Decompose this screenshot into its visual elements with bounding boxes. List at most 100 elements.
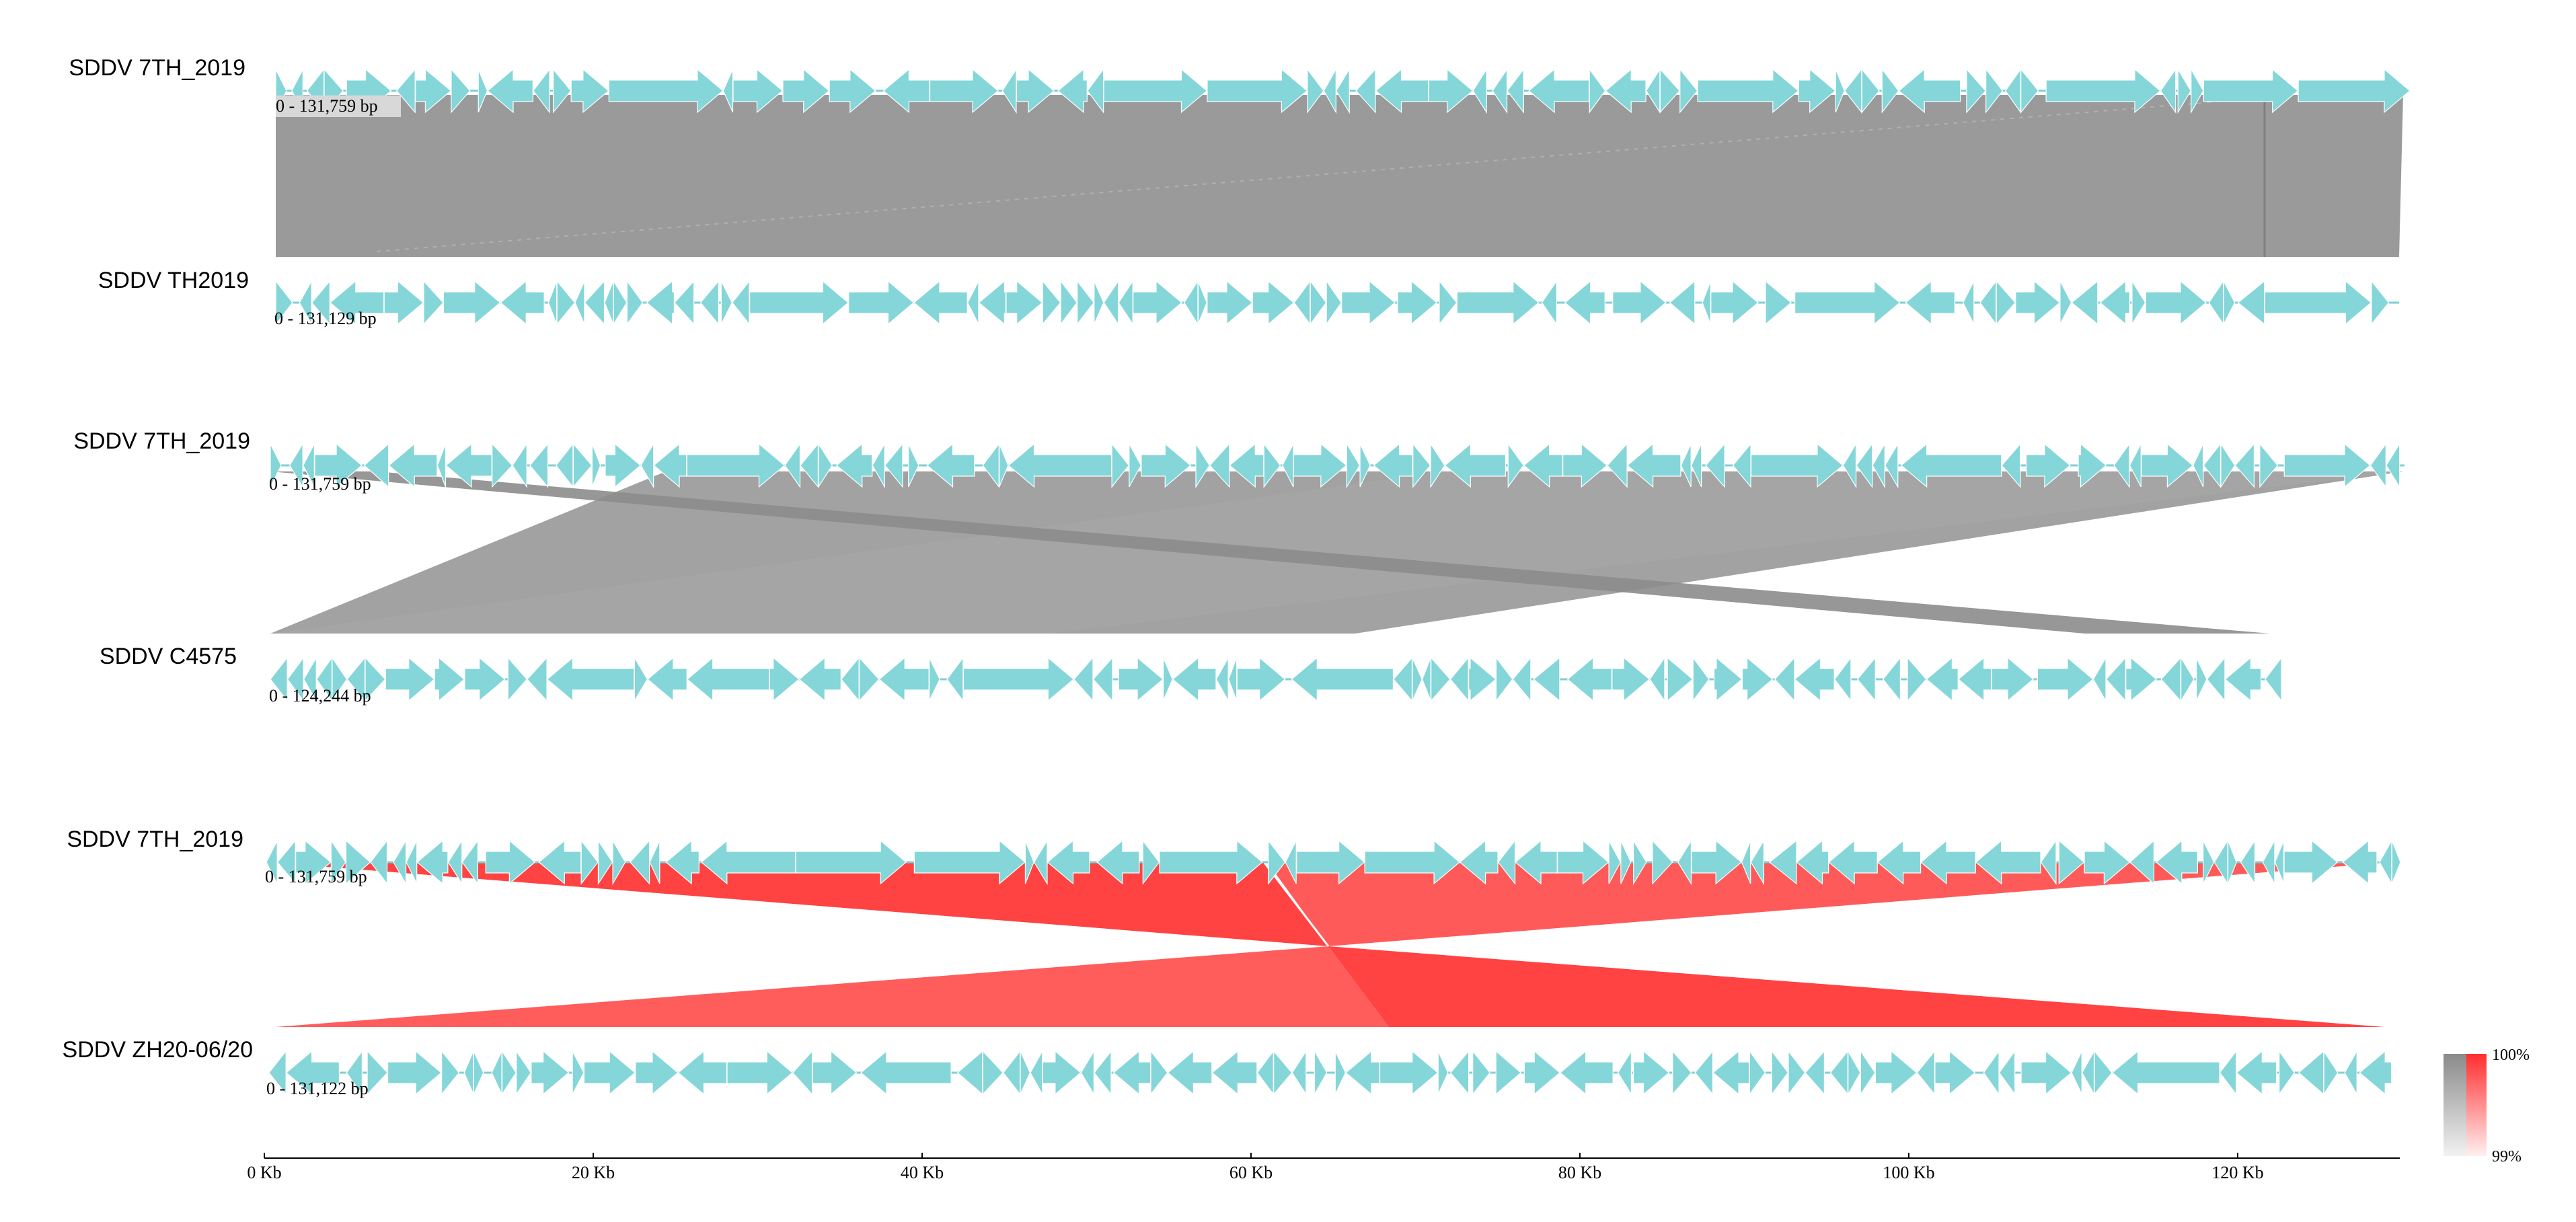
gene-arrow [1422, 657, 1431, 701]
gene-arrow [859, 656, 880, 702]
alignment-block-red-4 [1328, 946, 2384, 1027]
gene-arrow [1456, 280, 1540, 326]
gene-arrow [1649, 656, 1665, 702]
gene-arrow [1562, 443, 1608, 488]
gene-arrow [1215, 657, 1229, 701]
gene-arrow [1197, 280, 1207, 325]
gene-arrow [604, 280, 614, 325]
gene-arrow [1042, 1050, 1082, 1096]
gene-arrow [829, 68, 876, 114]
gene-arrow [2020, 1050, 2072, 1096]
gene-arrow [533, 68, 550, 114]
gene-track-top [275, 67, 2411, 114]
gene-arrow [367, 1050, 388, 1096]
gene-arrow [1495, 1050, 1522, 1096]
gene-arrow [2001, 443, 2021, 488]
gene-arrow [584, 280, 605, 326]
gene-arrow [835, 443, 873, 488]
gene-arrow [1991, 656, 2035, 702]
gene-arrow [1702, 280, 1711, 325]
gene-arrow [1326, 280, 1342, 326]
gene-arrow [1449, 656, 1469, 702]
gene-arrow [1612, 280, 1667, 326]
gene-arrow [2196, 657, 2207, 701]
gene-arrow [1252, 280, 1295, 326]
gene-arrow [699, 280, 719, 326]
gene-arrow [527, 656, 547, 702]
gene-arrow [982, 1050, 1004, 1096]
gene-arrow [2203, 840, 2215, 884]
gene-arrow [841, 656, 860, 702]
legend-min-label: 99% [2492, 1148, 2522, 1166]
gene-arrow [2344, 1049, 2357, 1096]
gene-arrow [1877, 839, 1922, 885]
gene-arrow [1020, 1051, 1031, 1095]
gene-arrow [501, 1049, 517, 1096]
range-label-top: 0 - 131,759 bp [276, 96, 378, 116]
gene-arrow [1528, 68, 1590, 114]
gene-track-bottom [268, 1049, 2392, 1096]
gene-arrow [635, 1050, 679, 1096]
gene-arrow [1608, 840, 1622, 884]
gene-arrow [1669, 280, 1696, 326]
gene-arrow [1296, 839, 1365, 885]
gene-arrow [1523, 1050, 1561, 1096]
gene-arrow [2279, 1050, 2296, 1096]
gene-arrow [516, 1050, 532, 1096]
genome-label-bottom: SDDV ZH20-06/20 [63, 1037, 253, 1063]
gene-arrow [732, 280, 750, 326]
gene-arrow [1860, 1050, 1876, 1096]
gene-track-bottom [270, 656, 2282, 703]
gene-arrow [1112, 1050, 1151, 1096]
gene-arrow [1195, 442, 1210, 489]
gene-arrow [1771, 1050, 1789, 1096]
gene-arrow [1557, 839, 1609, 885]
gene-arrow [2131, 279, 2146, 326]
gene-arrow [451, 68, 471, 114]
gene-arrow [2156, 839, 2198, 885]
gene-arrow [1207, 280, 1253, 326]
gene-arrow [1345, 1050, 1380, 1096]
gene-arrow [1916, 1050, 1936, 1096]
gene-arrow [732, 68, 784, 114]
gene-arrow [1468, 656, 1497, 702]
gene-arrow [626, 280, 644, 326]
gene-arrow [2234, 443, 2255, 488]
gene-arrow [552, 68, 572, 114]
gene-arrow [782, 68, 830, 114]
gene-arrow [2105, 656, 2126, 702]
gene-arrow [2020, 68, 2039, 114]
gene-arrow [388, 443, 438, 488]
gene-arrow [956, 1050, 983, 1096]
gene-arrow [1966, 68, 1986, 114]
gene-arrow [769, 656, 800, 702]
gene-arrow [491, 1051, 502, 1095]
gene-arrow [1741, 656, 1774, 702]
gene-arrow [1184, 279, 1199, 326]
alignment-block-red-1 [276, 863, 1328, 946]
gene-arrow [1291, 656, 1394, 702]
axis-tick-label: 120 Kb [2211, 1163, 2263, 1182]
gene-arrow [1439, 280, 1457, 326]
gene-arrow [329, 280, 385, 326]
legend-gray-bar [2444, 1054, 2466, 1156]
gene-arrow [2037, 656, 2094, 702]
gene-track-top [266, 839, 2401, 886]
gene-arrow [2391, 840, 2401, 884]
genome-label-bottom: SDDV C4575 [100, 644, 237, 669]
gene-arrow [2045, 68, 2161, 114]
gene-arrow [1459, 839, 1499, 885]
gene-arrow [365, 656, 386, 702]
gene-arrow [1373, 443, 1413, 488]
gene-arrow [2203, 68, 2299, 114]
gene-arrow [677, 1050, 728, 1096]
gene-arrow [1094, 1050, 1112, 1096]
gene-arrow [1713, 656, 1743, 702]
gene-track-top [270, 442, 2404, 489]
gene-arrow [1030, 1049, 1043, 1096]
gene-arrow [913, 280, 968, 326]
gene-arrow [2236, 1050, 2277, 1096]
gene-arrow [1042, 280, 1061, 326]
gene-arrow [1431, 656, 1451, 702]
genome-label-top: SDDV 7TH_2019 [67, 827, 243, 852]
